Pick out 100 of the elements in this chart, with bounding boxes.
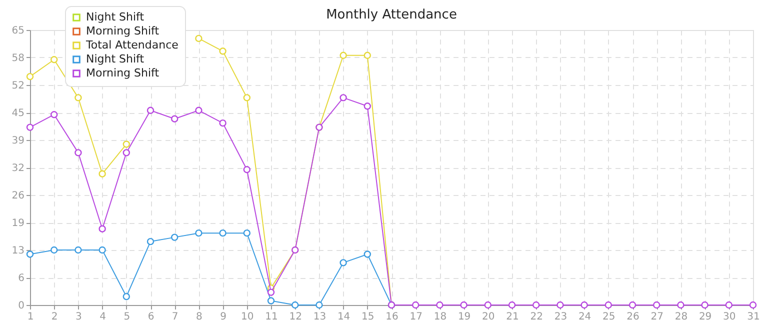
point: [628, 301, 636, 309]
point: [243, 94, 250, 102]
point: [267, 297, 275, 304]
point: [580, 301, 588, 309]
point: [195, 229, 202, 237]
legend-label: Total Attendance: [85, 38, 179, 52]
point: [74, 246, 82, 254]
x-tick-label: 2: [51, 312, 58, 320]
x-tick-label: 11: [265, 312, 278, 320]
x-tick-label: 25: [602, 312, 616, 320]
x-tick-label: 30: [723, 312, 736, 320]
point: [508, 301, 516, 309]
point: [725, 301, 732, 309]
y-tick-label: 32: [12, 163, 24, 174]
point: [677, 301, 684, 309]
point: [122, 149, 130, 156]
point: [604, 301, 612, 309]
legend-label: Morning Shift: [86, 66, 160, 80]
point: [98, 225, 106, 232]
point: [98, 246, 106, 254]
x-tick-label: 28: [674, 312, 688, 320]
x-tick-label: 23: [554, 312, 568, 320]
point: [701, 301, 708, 309]
x-tick-label: 3: [76, 312, 82, 320]
y-tick-label: 45: [12, 108, 24, 119]
y-tick-label: 26: [12, 190, 24, 202]
x-tick-label: 10: [241, 312, 254, 320]
legend-label: Night Shift: [86, 52, 145, 66]
x-tick-label: 18: [434, 312, 447, 320]
point: [243, 166, 250, 174]
point: [267, 288, 275, 296]
y-tick-label: 6: [18, 273, 24, 284]
point: [122, 292, 130, 300]
x-tick-label: 15: [362, 312, 374, 320]
x-tick-label: 6: [148, 312, 154, 320]
x-tick-label: 1: [27, 312, 34, 320]
x-tick-label: 13: [313, 312, 326, 320]
point: [364, 52, 371, 59]
y-tick-label: 58: [12, 53, 24, 64]
point: [195, 106, 202, 114]
point: [653, 301, 660, 309]
point: [219, 48, 226, 55]
point: [74, 94, 82, 102]
legend-label: Morning Shift: [86, 24, 160, 38]
point: [171, 234, 178, 241]
x-tick-label: 8: [196, 312, 202, 320]
point: [122, 140, 130, 148]
point: [146, 106, 154, 114]
x-tick-label: 21: [506, 312, 519, 320]
y-tick-label: 0: [18, 300, 24, 312]
point: [98, 170, 106, 178]
point: [364, 102, 371, 110]
y-tick-label: 52: [12, 80, 24, 92]
point: [340, 52, 347, 59]
x-tick-label: 4: [100, 312, 106, 320]
y-tick-label: 39: [12, 136, 24, 146]
point: [316, 301, 323, 309]
point: [26, 72, 34, 80]
x-tick-label: 5: [124, 312, 130, 320]
point: [146, 238, 154, 246]
x-tick-label: 7: [172, 312, 178, 320]
point: [171, 115, 178, 122]
point: [195, 34, 202, 42]
point: [26, 250, 34, 258]
x-tick-label: 26: [626, 312, 640, 320]
point: [460, 301, 468, 309]
x-tick-label: 19: [458, 312, 471, 320]
x-tick-label: 14: [337, 312, 350, 320]
x-tick-label: 24: [578, 312, 592, 320]
point: [26, 124, 34, 131]
y-tick-label: 65: [12, 26, 24, 36]
point: [556, 301, 564, 309]
x-tick-label: 29: [698, 312, 712, 320]
point: [243, 229, 250, 237]
point: [340, 259, 347, 266]
x-tick-label: 27: [650, 312, 664, 320]
point: [50, 111, 58, 118]
point: [412, 301, 420, 309]
x-tick-label: 20: [482, 312, 495, 320]
point: [219, 229, 226, 237]
point: [74, 149, 82, 156]
point: [532, 301, 540, 309]
point: [364, 250, 371, 258]
legend-label: Night Shift: [86, 10, 145, 24]
x-tick-label: 17: [410, 312, 422, 320]
x-tick-label: 12: [289, 312, 302, 320]
point: [436, 301, 444, 309]
point: [484, 301, 492, 309]
point: [292, 301, 299, 309]
y-tick-label: 13: [12, 246, 24, 256]
x-tick-label: 31: [747, 312, 760, 320]
x-tick-label: 9: [220, 312, 226, 320]
point: [219, 119, 226, 127]
point: [50, 56, 58, 64]
point: [340, 94, 347, 102]
point: [50, 246, 58, 254]
chart-title: Monthly Attendance: [326, 8, 457, 22]
x-tick-label: 16: [386, 312, 398, 320]
y-tick-label: 19: [12, 218, 24, 229]
x-tick-label: 22: [530, 312, 543, 320]
